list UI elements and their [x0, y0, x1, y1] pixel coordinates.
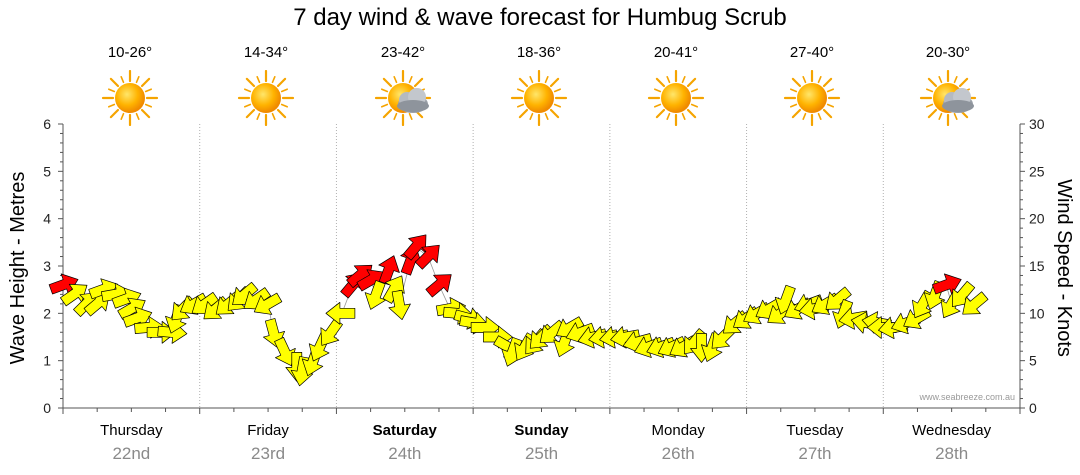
wind-arrow [320, 318, 343, 346]
sun-cloud-icon [373, 69, 433, 127]
y-tick-label-right: 0 [1029, 400, 1037, 416]
y-tick-label-left: 4 [43, 211, 51, 227]
wind-arrow-shape [382, 275, 405, 304]
y-tick-label-left: 0 [43, 400, 51, 416]
wind-arrow-shape [403, 234, 427, 261]
wind-arrow [539, 319, 566, 343]
x-tick-label-day: Saturday [373, 422, 438, 439]
wind-arrow-shape [539, 319, 566, 343]
x-tick-label-day: Monday [652, 422, 706, 439]
wind-arrow-shape [320, 318, 343, 346]
wind-arrow-shape [253, 292, 283, 315]
watermark: www.seabreeze.com.au [918, 392, 1015, 402]
wind-arrow-shape [325, 301, 356, 325]
wind-arrow [364, 280, 387, 310]
x-tick-label-date: 28th [935, 444, 968, 463]
wind-arrow [414, 244, 440, 270]
temp-sunday: 18-36° [516, 44, 562, 61]
temp-wednesday: 20-30° [925, 44, 971, 61]
x-tick-label-date: 24th [388, 444, 421, 463]
x-tick-label-day: Sunday [514, 422, 569, 439]
chart-grid [199, 124, 884, 408]
sun-icon [100, 69, 160, 127]
y-tick-label-left: 2 [43, 305, 51, 321]
wind-arrow [388, 289, 411, 321]
y-tick-label-left: 6 [43, 116, 51, 132]
temp-monday: 20-41° [653, 44, 699, 61]
wind-arrow [425, 274, 452, 298]
wind-arrow-shape [274, 336, 296, 367]
temp-thursday: 10-26° [107, 44, 153, 61]
y-tick-label-left: 1 [43, 353, 51, 369]
sun-icon [236, 69, 296, 127]
wind-arrow-shape [60, 283, 88, 307]
wind-arrow-shape [825, 286, 852, 310]
x-tick-label-date: 27th [798, 444, 831, 463]
y-tick-label-right: 25 [1029, 163, 1045, 179]
x-tick-label-day: Thursday [100, 422, 163, 439]
y-tick-label-left: 3 [43, 258, 51, 274]
y-axis-title-left: Wave Height - Metres [7, 172, 29, 365]
wind-arrow-shape [364, 280, 387, 310]
wind-arrow [60, 283, 88, 307]
chart-title: 7 day wind & wave forecast for Humbug Sc… [293, 4, 787, 31]
wind-arrows [48, 234, 989, 387]
y-tick-label-left: 5 [43, 163, 51, 179]
sun-icon [646, 69, 706, 127]
y-axis-title-right: Wind Speed - Knots [1053, 179, 1075, 357]
y-tick-label-right: 10 [1029, 305, 1045, 321]
wind-arrow [253, 292, 283, 315]
sun-icon [509, 69, 569, 127]
sun-cloud-icon [918, 69, 978, 127]
x-tick-label-day: Friday [247, 422, 289, 439]
wind-arrow-shape [425, 274, 452, 298]
wind-arrow [403, 234, 427, 261]
wind-arrow-shape [414, 244, 440, 270]
x-tick-label-day: Tuesday [786, 422, 843, 439]
x-tick-label-date: 25th [525, 444, 558, 463]
wind-arrow [325, 301, 356, 325]
wind-arrow [962, 291, 989, 315]
wind-arrow [825, 286, 852, 310]
wind-arrow [382, 275, 405, 304]
y-tick-label-right: 30 [1029, 116, 1045, 132]
y-tick-label-right: 20 [1029, 211, 1045, 227]
y-tick-label-right: 15 [1029, 258, 1045, 274]
x-tick-label-day: Wednesday [912, 422, 991, 439]
wind-arrow-shape [388, 289, 411, 321]
wind-arrow [274, 336, 296, 367]
wind-arrow-shape [962, 291, 989, 315]
chart-axes [58, 123, 1025, 414]
temp-friday: 14-34° [243, 44, 289, 61]
temp-saturday: 23-42° [380, 44, 426, 61]
x-tick-label-date: 22nd [112, 444, 150, 463]
x-tick-label-date: 26th [662, 444, 695, 463]
x-tick-label-date: 23rd [251, 444, 285, 463]
y-tick-label-right: 5 [1029, 353, 1037, 369]
axis-labels: 0 1 2 3 4 5 6 0 5 10 15 20 25 30 Thursday 22nd Friday 23r… [43, 116, 1045, 463]
temp-tuesday: 27-40° [789, 44, 835, 61]
sun-icon [782, 69, 842, 127]
